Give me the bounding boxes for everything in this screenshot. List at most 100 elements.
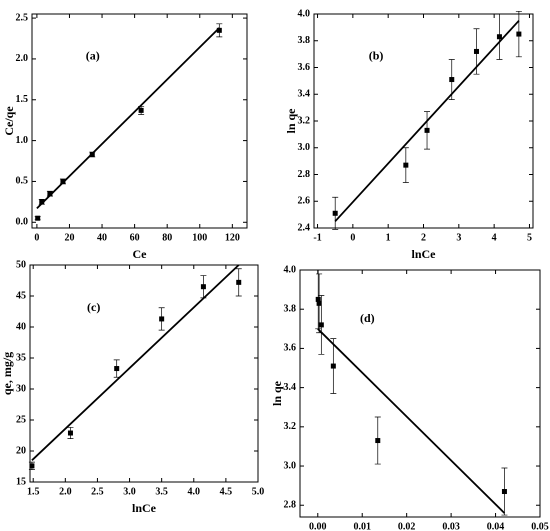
y-tick-label: 4.0 (284, 264, 297, 275)
plot-frame (299, 269, 541, 518)
y-axis-label: ln qe (284, 108, 298, 134)
data-point (29, 463, 35, 469)
x-tick-label: 5.0 (252, 486, 265, 497)
y-tick-label: 3.4 (284, 382, 297, 393)
data-point (516, 31, 522, 37)
y-tick-label: 3.2 (284, 421, 297, 432)
x-tick-label: 2.0 (59, 486, 72, 497)
y-tick-label: 3.2 (298, 115, 311, 126)
y-tick-label: 50 (16, 259, 26, 270)
data-point (403, 162, 409, 168)
x-tick-label: 0.05 (531, 521, 549, 531)
data-point (47, 191, 53, 197)
data-point (424, 127, 430, 133)
x-tick-label: 40 (97, 232, 107, 243)
data-point (318, 322, 324, 328)
y-axis-label: Ce/qe (2, 106, 16, 136)
x-tick-label: 3.0 (123, 486, 136, 497)
data-point (67, 430, 73, 436)
data-point (200, 284, 206, 290)
x-tick-label: 2.5 (91, 486, 104, 497)
x-tick-label: 1.5 (27, 486, 40, 497)
panel-annotation: (a) (86, 49, 100, 63)
y-tick-label: 2.8 (298, 169, 311, 180)
y-tick-label: 3.6 (298, 62, 311, 73)
y-tick-label: 0.0 (16, 217, 29, 228)
x-axis-label: Ce (133, 247, 148, 261)
x-tick-label: 0.01 (353, 521, 371, 531)
y-tick-label: 2.0 (16, 53, 29, 64)
x-tick-label: 4.5 (220, 486, 233, 497)
y-tick-label: 2.8 (284, 500, 297, 511)
fit-line (36, 27, 220, 210)
x-tick-label: 0 (350, 232, 355, 243)
x-tick-label: -1 (313, 232, 321, 243)
x-tick-label: 3 (456, 232, 461, 243)
panel-annotation: (b) (369, 49, 384, 63)
plot-frame (29, 264, 259, 483)
data-point (60, 178, 66, 184)
y-tick-label: 40 (16, 321, 26, 332)
x-tick-label: 4 (492, 232, 497, 243)
y-tick-label: 25 (16, 414, 26, 425)
y-axis-label: qe, mg/g (0, 352, 14, 395)
y-tick-label: 0.5 (16, 176, 29, 187)
data-point (216, 27, 222, 33)
x-tick-label: 5 (527, 232, 532, 243)
x-tick-label: 0.03 (442, 521, 460, 531)
x-tick-label: 0.00 (309, 521, 327, 531)
panel-annotation: (d) (360, 311, 375, 325)
data-point (35, 215, 41, 221)
x-tick-label: 20 (64, 232, 74, 243)
data-point (89, 151, 95, 157)
data-point (39, 199, 45, 205)
fit-line (317, 328, 506, 514)
x-tick-label: 120 (225, 232, 240, 243)
data-point (330, 363, 336, 369)
data-point (236, 279, 242, 285)
x-tick-label: 100 (192, 232, 207, 243)
y-tick-label: 1.5 (16, 94, 29, 105)
fit-line (31, 264, 240, 461)
data-point (496, 34, 502, 40)
y-tick-label: 30 (16, 383, 26, 394)
data-point (501, 489, 507, 495)
y-tick-label: 45 (16, 290, 26, 301)
y-tick-label: 3.4 (298, 89, 311, 100)
y-tick-label: 2.4 (298, 222, 311, 233)
y-tick-label: 15 (16, 476, 26, 487)
y-tick-label: 3.6 (284, 343, 297, 354)
x-tick-label: 4.0 (188, 486, 201, 497)
data-point (375, 438, 381, 444)
y-tick-label: 2.6 (298, 196, 311, 207)
y-tick-label: 2.5 (16, 12, 29, 23)
data-point (315, 296, 321, 302)
plot-frame (313, 13, 534, 229)
y-tick-label: 3.8 (284, 304, 297, 315)
y-tick-label: 3.0 (298, 142, 311, 153)
y-tick-label: 1.0 (16, 135, 29, 146)
data-point (138, 107, 144, 113)
plot-frame (31, 13, 248, 229)
x-axis-label: lnCe (132, 501, 157, 515)
y-tick-label: 20 (16, 445, 26, 456)
x-tick-label: 80 (162, 232, 172, 243)
data-point (316, 300, 322, 306)
y-tick-label: 3.8 (298, 35, 311, 46)
y-tick-label: 4.0 (298, 8, 311, 19)
data-point (473, 48, 479, 54)
panel-annotation: (c) (87, 300, 100, 314)
x-axis-label: lnCe (412, 247, 437, 261)
y-tick-label: 3.0 (284, 460, 297, 471)
data-point (114, 366, 120, 372)
x-tick-label: 1 (386, 232, 391, 243)
x-tick-label: 60 (130, 232, 140, 243)
x-tick-label: 0.02 (398, 521, 416, 531)
x-tick-label: 3.5 (155, 486, 168, 497)
y-tick-label: 35 (16, 352, 26, 363)
x-tick-label: 0 (34, 232, 39, 243)
x-tick-label: 2 (421, 232, 426, 243)
data-point (159, 316, 165, 322)
y-axis-label: ln qe (270, 380, 284, 406)
